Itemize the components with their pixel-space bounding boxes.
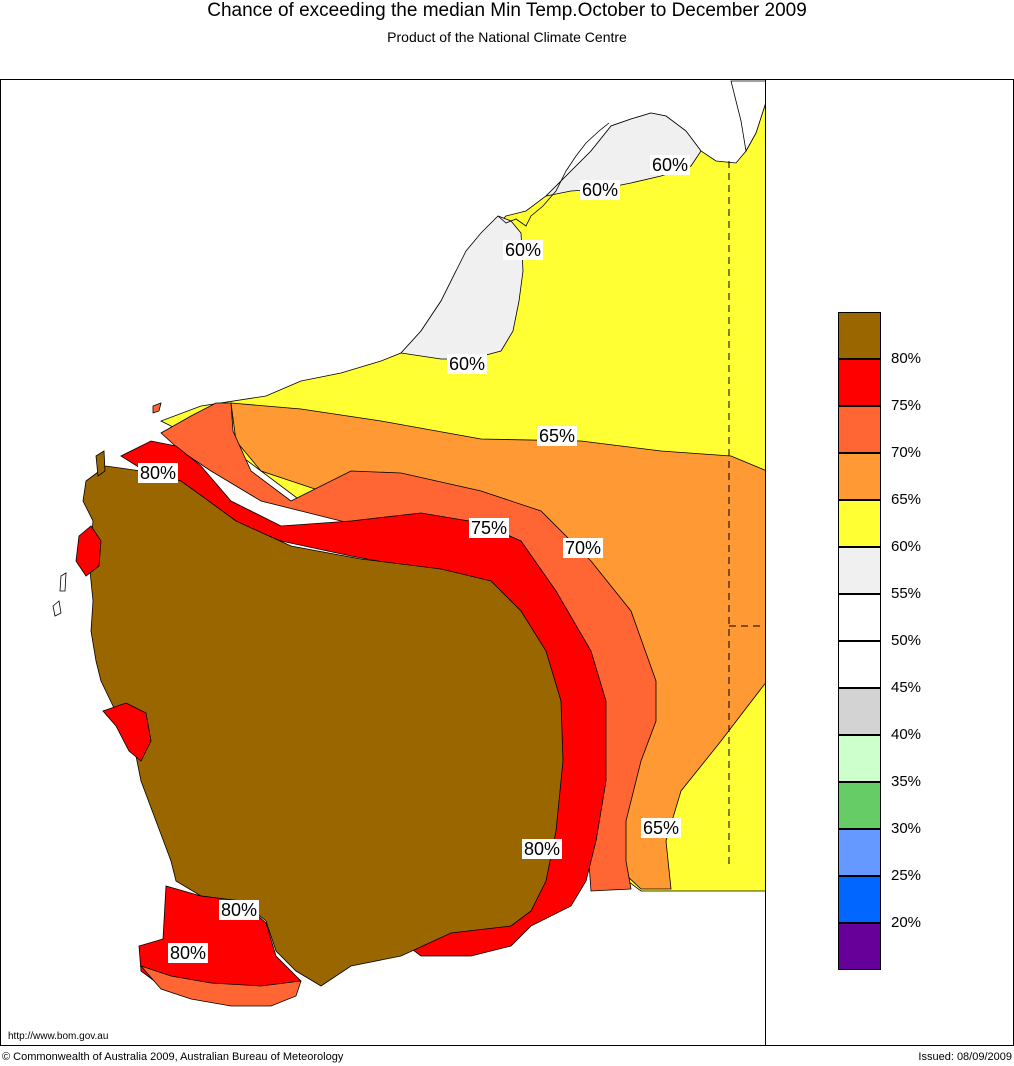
kimberley-coast: [497, 122, 610, 227]
contour-label: 60%: [580, 180, 621, 200]
legend-swatch: [838, 641, 881, 688]
legend-tick-label: 55%: [891, 585, 922, 602]
ocean-nw-gulf: [730, 80, 765, 153]
wa-probability-map: [52, 80, 765, 1007]
legend-tick-label: 25%: [891, 867, 922, 884]
legend-tick-label: 45%: [891, 679, 922, 696]
contour-label: 80%: [168, 943, 209, 963]
legend-tick-label: 60%: [891, 538, 922, 555]
legend-swatch: [838, 876, 881, 923]
legend-tick-label: 20%: [891, 914, 922, 931]
island-4: [59, 572, 67, 592]
zone-75-80-sharkbay: [75, 525, 102, 577]
legend-swatch: [838, 594, 881, 641]
source-url[interactable]: http://www.bom.gov.au: [8, 1031, 109, 1042]
zone-55-60: [400, 215, 524, 360]
legend-panel: [766, 79, 1014, 1046]
zone-70-75-southwest: [139, 965, 302, 1007]
legend-tick-label: 35%: [891, 773, 922, 790]
contour-label: 60%: [503, 240, 544, 260]
legend-tick-label: 80%: [891, 350, 922, 367]
island-2: [95, 450, 106, 477]
contour-label: 65%: [537, 426, 578, 446]
island-1: [152, 402, 162, 414]
legend-swatch: [838, 829, 881, 876]
legend-swatch: [838, 500, 881, 547]
contour-label: 65%: [641, 818, 682, 838]
legend-swatch: [838, 359, 881, 406]
legend-tick-label: 50%: [891, 632, 922, 649]
contour-label: 80%: [522, 839, 563, 859]
map-title: Chance of exceeding the median Min Temp.…: [207, 0, 807, 21]
legend-tick-label: 65%: [891, 491, 922, 508]
legend-swatch: [838, 735, 881, 782]
map-subtitle: Product of the National Climate Centre: [387, 29, 627, 45]
issued-date: Issued: 08/09/2009: [918, 1051, 1012, 1063]
legend-tick-label: 30%: [891, 820, 922, 837]
contour-label: 70%: [563, 538, 604, 558]
legend-swatch: [838, 453, 881, 500]
legend-tick-label: 70%: [891, 444, 922, 461]
legend-swatch: [838, 406, 881, 453]
copyright-notice: © Commonwealth of Australia 2009, Austra…: [2, 1051, 344, 1063]
map-panel: [0, 79, 766, 1046]
zone-gt-80: [82, 465, 564, 987]
contour-label: 80%: [219, 900, 260, 920]
legend-tick-label: 40%: [891, 726, 922, 743]
island-3: [52, 600, 62, 617]
legend-swatch: [838, 688, 881, 735]
legend-swatch: [838, 547, 881, 594]
contour-label: 80%: [138, 463, 179, 483]
contour-label: 75%: [469, 518, 510, 538]
legend-tick-label: 75%: [891, 397, 922, 414]
contour-label: 60%: [650, 155, 691, 175]
zone-75-80-geraldton: [102, 702, 152, 762]
legend-swatch: [838, 312, 881, 359]
contour-label: 60%: [447, 354, 488, 374]
legend-swatch: [838, 782, 881, 829]
legend-swatch: [838, 923, 881, 970]
